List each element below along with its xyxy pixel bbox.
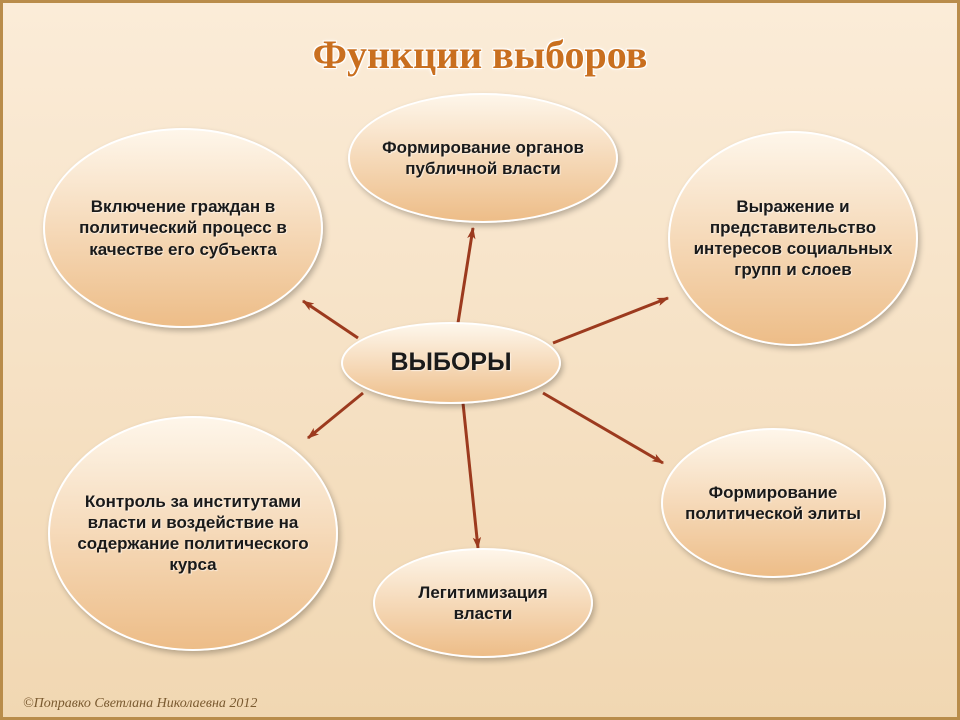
outer-node-label-n6: Включение граждан в политический процесс…	[61, 196, 305, 260]
outer-node-n6: Включение граждан в политический процесс…	[43, 128, 323, 328]
outer-node-label-n3: Формирование политической элиты	[679, 482, 868, 525]
arrow-2	[553, 298, 668, 343]
arrow-4	[463, 403, 478, 548]
arrow-5	[308, 393, 363, 438]
outer-node-n4: Легитимизация власти	[373, 548, 593, 658]
outer-node-label-n4: Легитимизация власти	[391, 582, 575, 625]
outer-node-label-n5: Контроль за институтами власти и воздейс…	[66, 491, 320, 576]
outer-node-label-n1: Формирование органов публичной власти	[366, 137, 600, 180]
footer-credit: ©Поправко Светлана Николаевна 2012	[23, 696, 257, 712]
slide-title: Функции выборов	[3, 31, 957, 78]
arrow-1	[458, 228, 473, 323]
center-node-label: ВЫБОРЫ	[390, 347, 511, 378]
outer-node-label-n2: Выражение и представительство интересов …	[686, 196, 900, 281]
outer-node-n5: Контроль за институтами власти и воздейс…	[48, 416, 338, 651]
outer-node-n1: Формирование органов публичной власти	[348, 93, 618, 223]
outer-node-n2: Выражение и представительство интересов …	[668, 131, 918, 346]
outer-node-n3: Формирование политической элиты	[661, 428, 886, 578]
slide-canvas: Функции выборов ©Поправко Светлана Никол…	[0, 0, 960, 720]
center-node: ВЫБОРЫ	[341, 322, 561, 404]
arrow-6	[303, 301, 358, 338]
arrow-3	[543, 393, 663, 463]
